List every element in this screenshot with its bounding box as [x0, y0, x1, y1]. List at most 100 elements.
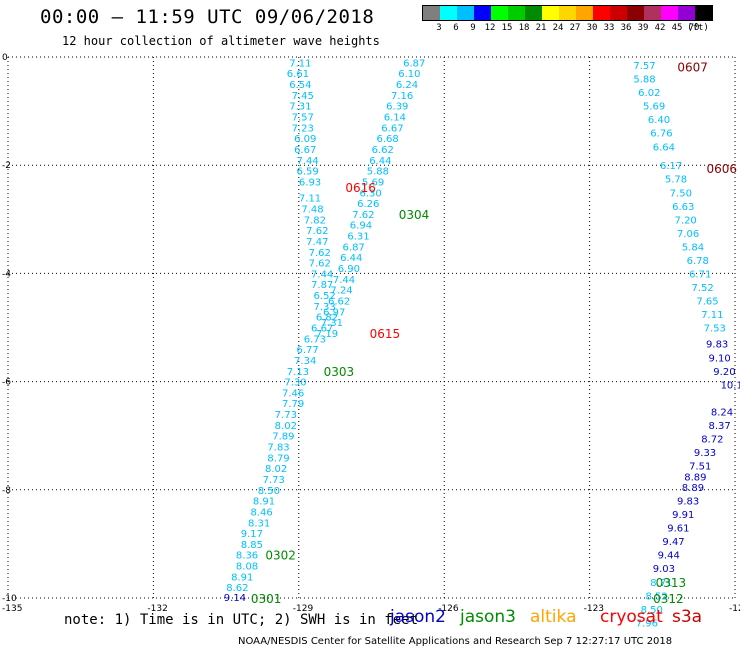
wave-height-value: 8.79: [267, 453, 289, 464]
legend-label: 6: [453, 23, 459, 33]
wave-height-value: 9.83: [706, 340, 728, 351]
wave-height-value: 7.44: [333, 275, 355, 286]
legend-label: 45: [671, 23, 683, 33]
wave-height-value: 8.08: [236, 562, 258, 573]
wave-height-value: 6.97: [323, 307, 345, 318]
wave-height-value: 7.31: [321, 318, 343, 329]
legend-label: 30: [586, 23, 598, 33]
wave-height-value: 7.83: [267, 443, 289, 454]
legend-label: 21: [535, 23, 547, 33]
wave-height-value: 9.83: [677, 497, 699, 508]
wave-height-value: 6.62: [372, 145, 394, 156]
wave-height-value: 6.30: [360, 188, 382, 199]
legend-swatch: [423, 6, 440, 20]
wave-height-value: 8.02: [265, 464, 287, 475]
legend-swatch: [525, 6, 542, 20]
y-tick-label: -8: [2, 486, 11, 496]
wave-height-value: 7.19: [316, 329, 338, 340]
wave-height-value: 7.16: [391, 91, 413, 102]
wave-height-value: 8.37: [708, 421, 730, 432]
legend-swatch: [644, 6, 661, 20]
wave-height-value: 7.06: [677, 229, 699, 240]
pass-label: 0615: [370, 327, 401, 341]
wave-height-value: 6.94: [350, 221, 372, 232]
legend-s3a: s3a: [672, 607, 703, 627]
pass-label: 0302: [265, 549, 296, 563]
wave-height-value: 7.96: [636, 618, 658, 629]
wave-height-value: 6.10: [398, 69, 420, 80]
legend-label: 3: [436, 23, 442, 33]
wave-height-value: 7.31: [289, 102, 311, 113]
wave-height-value: 7.73: [263, 475, 285, 486]
wave-height-value: 6.17: [660, 161, 682, 172]
wave-height-value: 8.72: [701, 434, 723, 445]
wave-height-value: 6.26: [357, 199, 379, 210]
axis-ticks: -135 -132 -129 -126 -123 -120 0 -2 -4 -6 -8 -10: [2, 53, 740, 614]
wave-height-value: 6.78: [687, 256, 709, 267]
legend-label: 36: [620, 23, 632, 33]
wave-height-value: 5.78: [665, 175, 687, 186]
legend-label: 9: [470, 23, 476, 33]
legend-swatch: [457, 6, 474, 20]
legend-label: 39: [637, 23, 649, 33]
wave-height-value: 8.89: [682, 483, 704, 494]
wave-height-value: 7.24: [330, 286, 352, 297]
legend-unit: (ft): [687, 23, 709, 33]
wave-height-value: 6.77: [296, 345, 318, 356]
legend-swatch: [610, 6, 627, 20]
legend-swatch: [491, 6, 508, 20]
wave-height-value: 7.62: [309, 248, 331, 259]
wave-height-value: 7.34: [294, 356, 316, 367]
x-tick-label: -135: [2, 604, 22, 614]
legend-swatches: [422, 5, 713, 21]
wave-height-value: 6.44: [369, 156, 391, 167]
legend-swatch: [559, 6, 576, 20]
wave-height-value: 7.82: [304, 215, 326, 226]
legend-swatch: [440, 6, 457, 20]
legend-label: 24: [552, 23, 564, 33]
wave-height-value: 7.44: [311, 269, 333, 280]
wave-height-value: 6.68: [376, 134, 398, 145]
wave-height-value: 6.71: [689, 269, 711, 280]
legend-swatch: [474, 6, 491, 20]
wave-height-value: 7.33: [313, 302, 335, 313]
pass-labels: 0607 0606 0616 0304 0615 0303 0302 0301 0313 0312: [251, 61, 737, 606]
wave-height-value: 6.64: [653, 142, 675, 153]
wave-height-value: 7.62: [352, 210, 374, 221]
y-tick-label: 0: [2, 53, 8, 63]
wave-height-value: 8.89: [684, 472, 706, 483]
footer-note: note: 1) Time is in UTC; 2) SWH is in fe…: [64, 612, 419, 628]
x-tick-label: -132: [147, 604, 167, 614]
wave-height-value: 9.20: [713, 367, 735, 378]
wave-height-value: 7.65: [696, 296, 718, 307]
wave-height-value: 7.11: [701, 310, 723, 321]
legend-label: 15: [501, 23, 513, 33]
pass-label: 0303: [324, 365, 355, 379]
wave-height-value: 6.52: [313, 291, 335, 302]
wave-height-value: 7.53: [704, 324, 726, 335]
wave-height-value: 7.50: [670, 188, 692, 199]
wave-height-value: 7.79: [282, 399, 304, 410]
wave-height-value: 6.09: [294, 134, 316, 145]
y-tick-label: -10: [2, 594, 17, 604]
wave-height-value: 8.46: [250, 507, 272, 518]
wave-height-value: 9.17: [241, 529, 263, 540]
wave-height-value: 8.50: [258, 486, 280, 497]
pass-label: 0607: [677, 61, 708, 75]
pass-label: 0616: [345, 181, 376, 195]
wave-height-value: 7.23: [292, 123, 314, 134]
wave-height-value: 6.82: [316, 313, 338, 324]
wave-height-value: 7.45: [292, 91, 314, 102]
wave-height-value: 6.14: [384, 113, 406, 124]
wave-height-value: 8.85: [241, 540, 263, 551]
wave-height-value: 7.73: [275, 410, 297, 421]
map-title: 00:00 – 11:59 UTC 09/06/2018: [40, 6, 375, 28]
wave-height-value: 8.91: [253, 497, 275, 508]
wave-height-value: 9.33: [694, 448, 716, 459]
wave-height-value: 7.11: [299, 194, 321, 205]
legend-swatch: [661, 6, 678, 20]
wave-height-value: 6.40: [648, 115, 670, 126]
wave-height-value: 7.20: [675, 215, 697, 226]
wave-height-value: 6.93: [299, 177, 321, 188]
wave-height-value: 7.47: [306, 237, 328, 248]
